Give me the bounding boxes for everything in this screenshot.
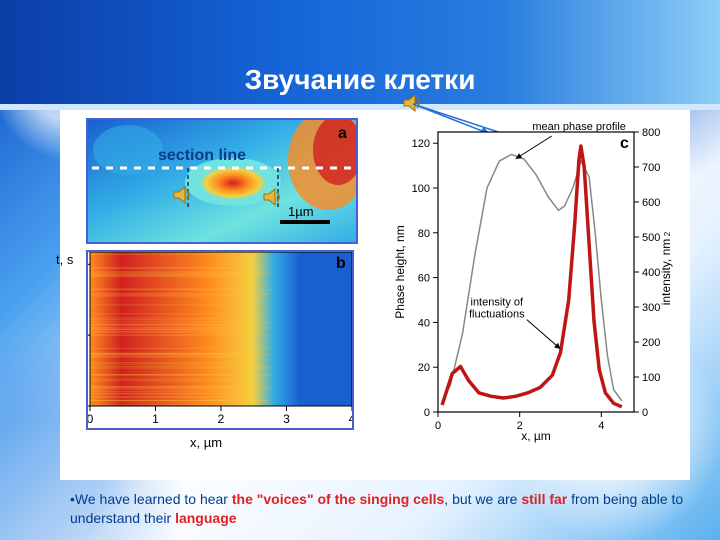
svg-text:2: 2 [663,231,672,236]
panel-c: 0204060801001200100200300400500600700800… [390,114,680,444]
speaker-icon[interactable] [260,184,286,210]
svg-text:600: 600 [642,197,660,209]
svg-text:800: 800 [642,127,660,139]
slide-title-bar: Звучание клетки [0,0,720,104]
svg-text:400: 400 [642,267,660,279]
svg-text:3: 3 [283,412,290,426]
slide-root: Звучание клетки section line 1µm a [0,0,720,540]
svg-text:1µm: 1µm [288,204,314,219]
svg-text:intensity of: intensity of [471,297,525,309]
footer-prefix: We have learned to hear [75,491,232,507]
svg-text:40: 40 [418,317,430,329]
speaker-icon[interactable] [170,182,196,208]
content-area: section line 1µm a [60,110,690,480]
svg-text:700: 700 [642,162,660,174]
footer-language: language [175,510,236,526]
svg-text:100: 100 [642,372,660,384]
svg-text:120: 120 [412,138,430,150]
panel-b-svg: 012340510b [86,250,354,430]
svg-text:fluctuations: fluctuations [469,309,525,321]
svg-text:section line: section line [158,147,246,164]
footer-text: •We have learned to hear the "voices" of… [70,490,690,528]
svg-text:300: 300 [642,302,660,314]
svg-text:0: 0 [642,407,648,419]
panel-c-svg: 0204060801001200100200300400500600700800… [390,114,680,444]
svg-text:mean phase profile: mean phase profile [532,121,626,133]
svg-text:intensity, nm: intensity, nm [659,239,673,305]
svg-text:x, µm: x, µm [521,429,551,443]
svg-text:0: 0 [424,407,430,419]
svg-text:0: 0 [435,420,441,432]
panel-b-y-label: t, s [56,252,73,267]
footer-still-far: still far [521,491,567,507]
svg-text:a: a [338,125,347,142]
svg-text:80: 80 [418,228,430,240]
footer-voices: the "voices" of the singing cells [232,491,444,507]
slide-title: Звучание клетки [245,64,476,96]
svg-text:c: c [620,135,629,152]
svg-text:500: 500 [642,232,660,244]
speaker-icon[interactable] [400,90,426,116]
svg-text:Phase height, nm: Phase height, nm [393,225,407,318]
panel-b-x-label: x, µm [190,435,222,450]
panel-a-svg: section line 1µm a [88,120,356,242]
panel-a: section line 1µm a [86,118,358,244]
panel-b: 012340510b [86,250,354,430]
svg-text:2: 2 [218,412,225,426]
svg-text:4: 4 [598,420,604,432]
svg-text:100: 100 [412,183,430,195]
svg-text:1: 1 [152,412,159,426]
svg-text:60: 60 [418,273,430,285]
svg-text:b: b [336,255,346,272]
footer-mid: , but we are [444,491,521,507]
svg-text:200: 200 [642,337,660,349]
svg-text:20: 20 [418,362,430,374]
